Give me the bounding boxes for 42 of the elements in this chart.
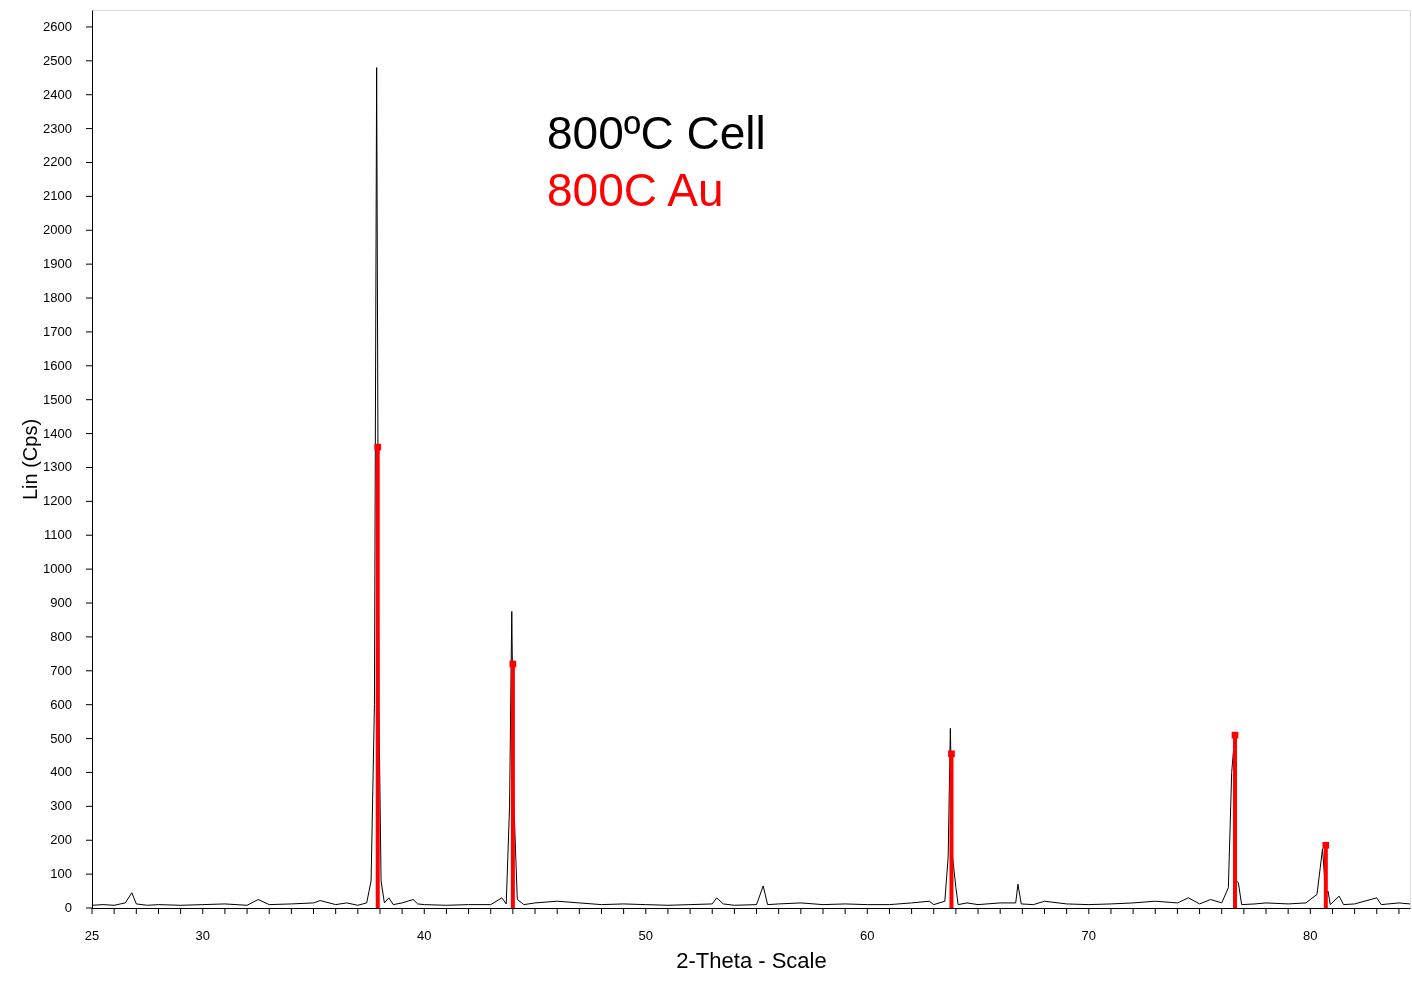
y-tick-label: 700 — [50, 662, 72, 678]
y-tick-label: 1000 — [43, 561, 72, 577]
x-tick-label: 50 — [638, 928, 654, 943]
point — [1231, 731, 1239, 739]
y-tick-label: 2600 — [43, 18, 72, 34]
x-tick-label: 70 — [1081, 928, 1097, 943]
x-tick-label: 60 — [860, 928, 875, 943]
x-tick-label: 40 — [417, 928, 432, 943]
x-tick-label: 30 — [195, 928, 210, 943]
y-tick-label: 400 — [50, 764, 72, 780]
point — [1322, 841, 1330, 849]
y-tick-label: 1600 — [43, 357, 72, 373]
text: 800C Au — [547, 164, 724, 216]
point — [948, 750, 955, 758]
x-axis-title: 2-Theta - Scale — [676, 947, 827, 973]
y-tick-label: 1200 — [43, 493, 72, 509]
y-tick-label: 200 — [50, 832, 72, 848]
y-tick-label: 1300 — [43, 459, 72, 475]
y-tick-label: 2300 — [43, 120, 72, 136]
y-tick-label: 2500 — [43, 52, 72, 68]
y-tick-label: 2000 — [43, 222, 72, 238]
y-tick-label: 1700 — [43, 323, 72, 339]
y-tick-label: 1100 — [44, 527, 72, 543]
point — [374, 443, 382, 451]
text: 800ºC Cell — [547, 107, 766, 159]
y-tick-label: 900 — [50, 595, 72, 611]
y-tick-label: 2400 — [43, 86, 72, 102]
x-tick-label: 25 — [84, 928, 100, 943]
x-tick-label: 80 — [1303, 928, 1318, 943]
y-axis-title: Lin (Cps) — [18, 418, 41, 501]
y-tick-label: 500 — [50, 730, 72, 746]
y-tick-label: 2200 — [43, 154, 72, 170]
y-tick-label: 100 — [50, 866, 72, 882]
y-tick-label: 300 — [50, 798, 72, 814]
y-tick-label: 1400 — [43, 425, 72, 441]
y-tick-label: 1500 — [43, 391, 72, 407]
y-tick-label: 0 — [64, 900, 72, 915]
y-tick-label: 800 — [50, 628, 72, 644]
y-tick-label: 600 — [50, 696, 72, 712]
y-tick-label: 2100 — [43, 188, 72, 204]
y-tick-label: 1900 — [43, 256, 72, 272]
y-tick-label: 1800 — [43, 290, 72, 306]
